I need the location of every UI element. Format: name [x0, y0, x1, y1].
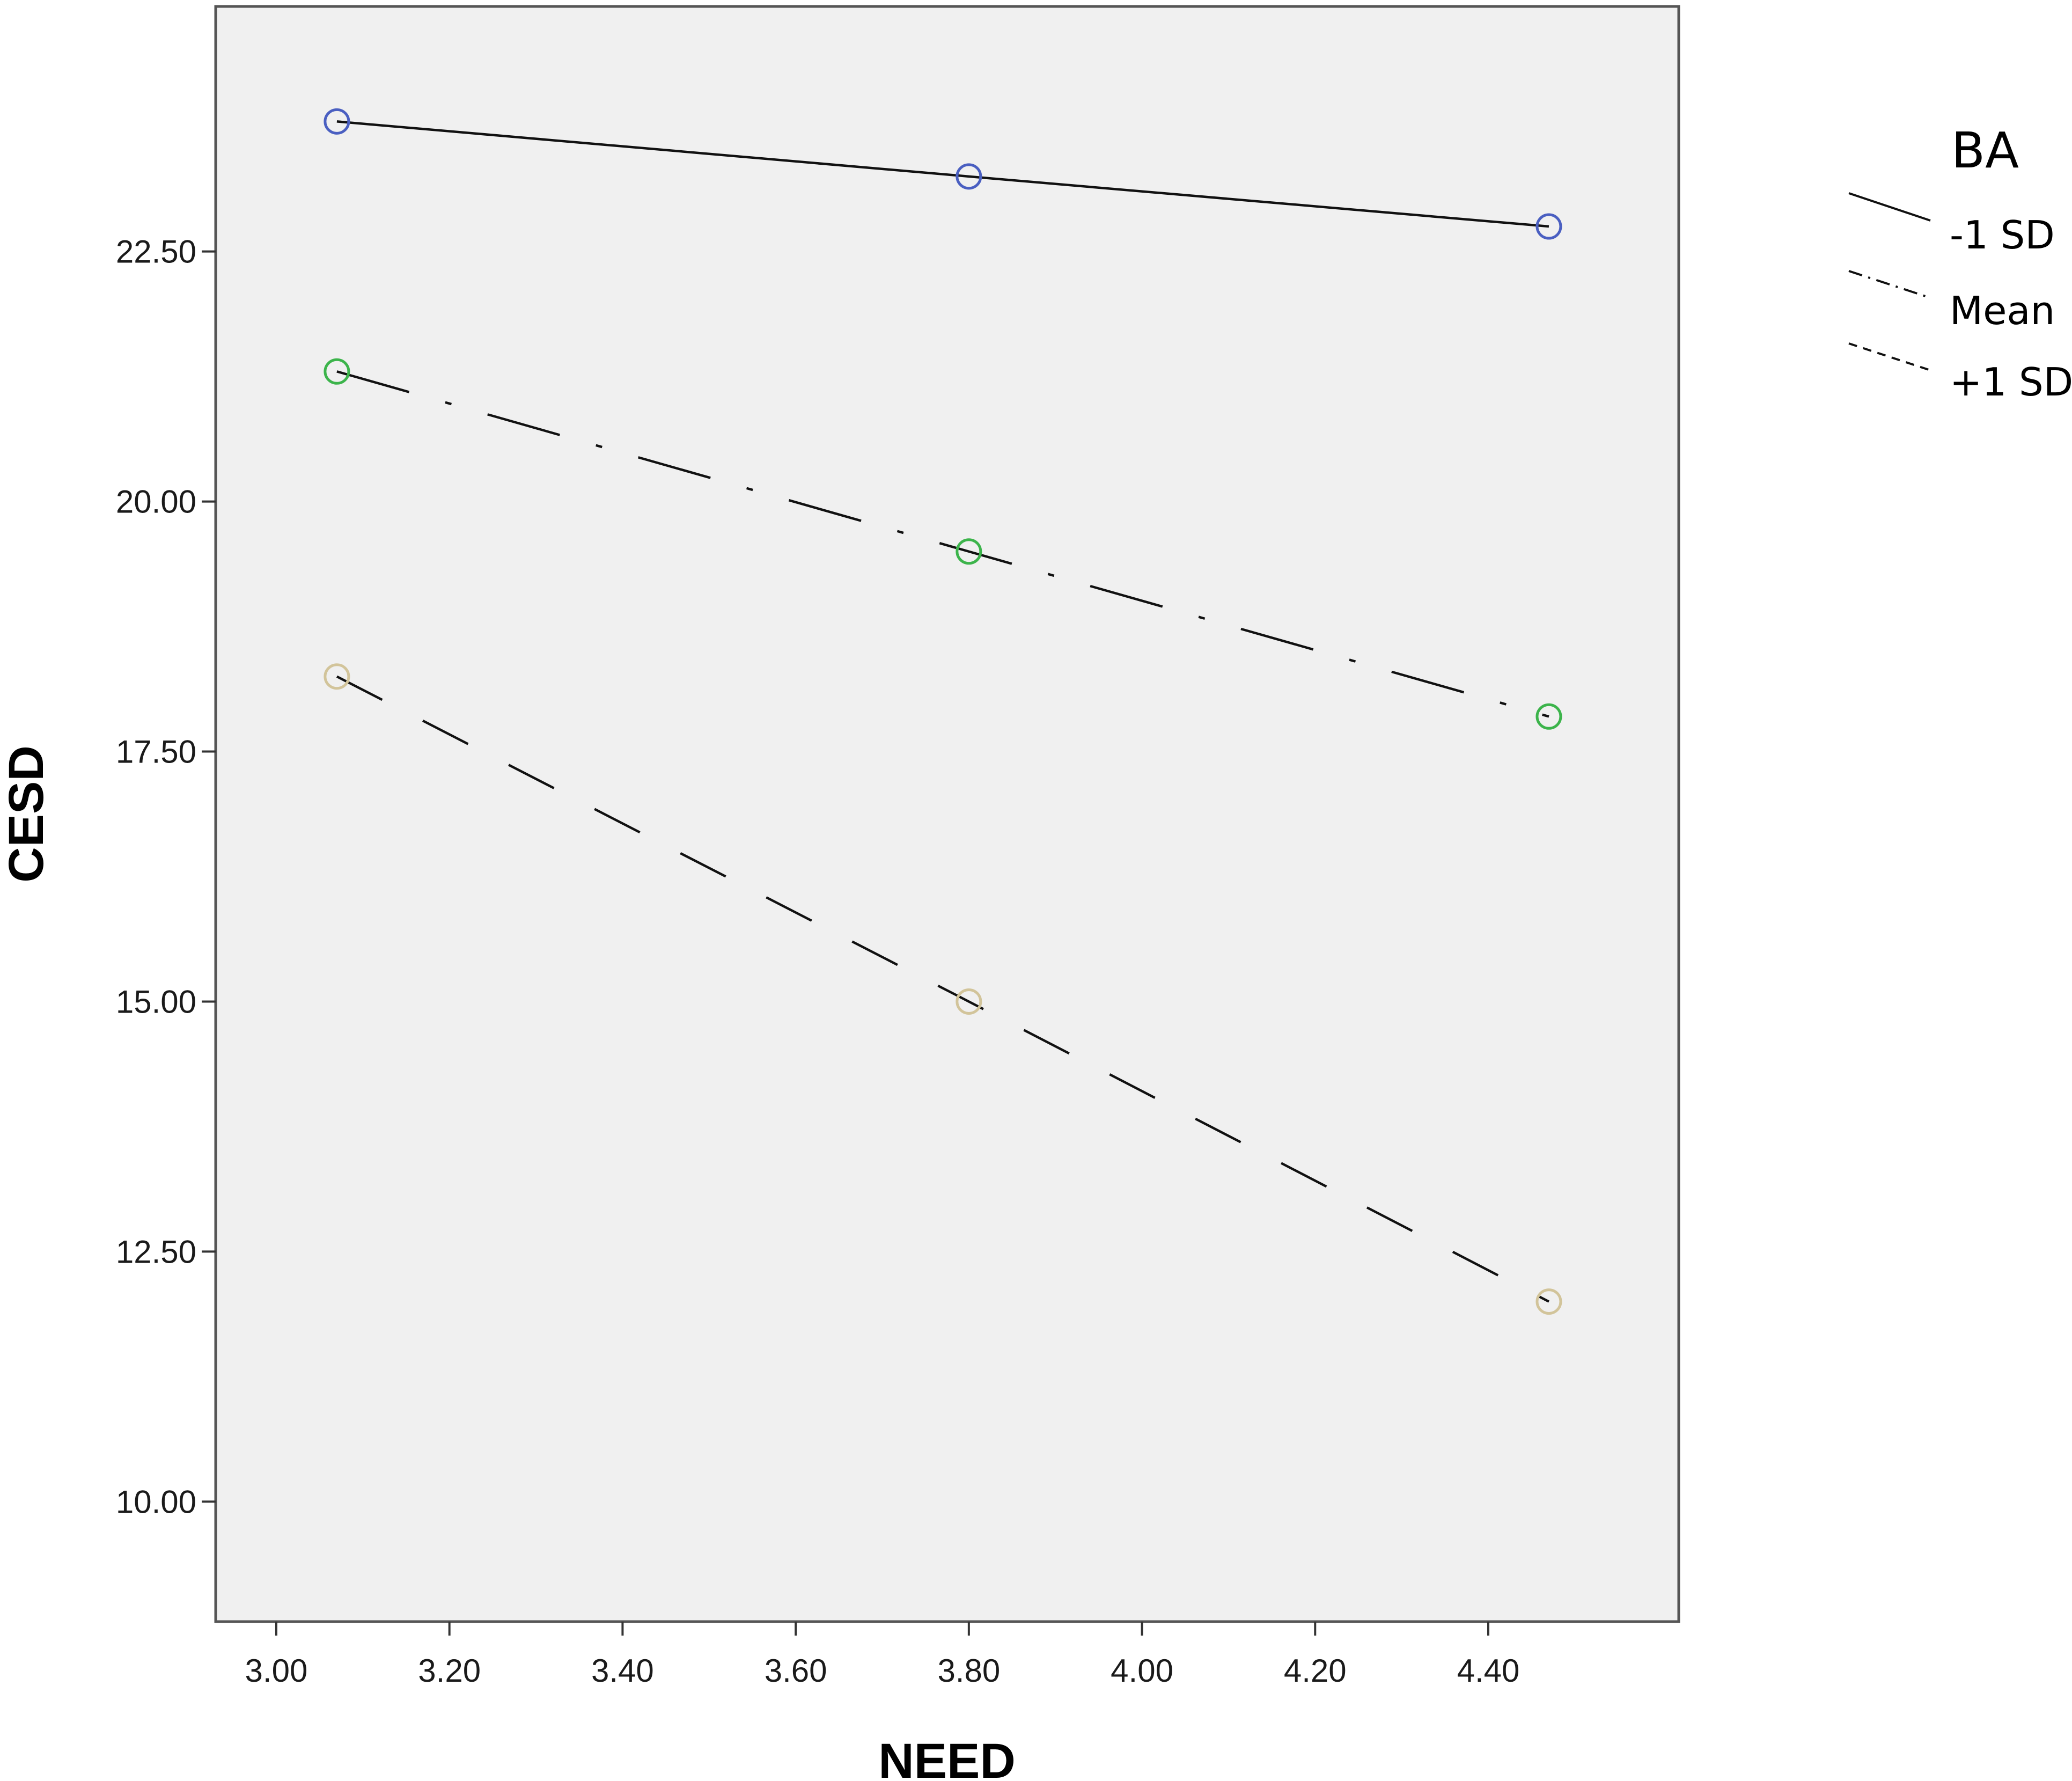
- y-axis-title: CESD: [0, 745, 54, 883]
- legend-swatch-1: [1848, 270, 1931, 299]
- x-tick-label: 3.00: [245, 1653, 308, 1689]
- series-0-point-0: [324, 108, 350, 135]
- x-tick-label: 4.00: [1111, 1653, 1173, 1689]
- x-tick-label: 3.60: [765, 1653, 827, 1689]
- series-layer: [324, 108, 1562, 1315]
- y-tick-label: 20.00: [116, 484, 196, 520]
- x-tick-label: 3.40: [591, 1653, 654, 1689]
- y-axis: 10.00 12.50 15.00 17.50 20.00 22.50: [116, 234, 216, 1520]
- y-tick-label: 12.50: [116, 1234, 196, 1270]
- series-0-point-1: [956, 163, 982, 190]
- legend-swatch-2: [1848, 342, 1931, 371]
- series-line-0: [336, 120, 1549, 228]
- legend: BA -1 SD Mean +1 SD: [1848, 122, 2072, 405]
- legend-swatch-0: [1848, 192, 1931, 222]
- x-tick-label: 3.80: [937, 1653, 1000, 1689]
- series-1-point-0: [324, 358, 350, 385]
- y-tick-label: 10.00: [116, 1484, 196, 1520]
- y-tick-label: 22.50: [116, 234, 196, 270]
- series-2-point-1: [956, 988, 982, 1015]
- y-tick-label: 17.50: [116, 734, 196, 770]
- legend-label-2: +1 SD: [1950, 360, 2072, 405]
- series-2-point-0: [324, 663, 350, 690]
- series-1-point-1: [956, 538, 982, 565]
- x-tick-label: 4.40: [1457, 1653, 1520, 1689]
- series-line-2: [336, 675, 1549, 1303]
- x-tick-label: 3.20: [418, 1653, 481, 1689]
- legend-label-0: -1 SD: [1950, 212, 2055, 258]
- plot-area: [214, 5, 1680, 1623]
- legend-title: BA: [1951, 122, 2019, 179]
- series-1-point-2: [1535, 703, 1562, 730]
- series-line-1: [336, 370, 1549, 718]
- x-axis-title: NEED: [878, 1734, 1016, 1781]
- y-tick-label: 15.00: [116, 984, 196, 1020]
- series-2-point-2: [1535, 1288, 1562, 1315]
- x-tick-label: 4.20: [1284, 1653, 1347, 1689]
- x-axis: 3.00 3.20 3.40 3.60 3.80 4.00 4.20 4.40: [245, 1622, 1520, 1689]
- series-0-point-2: [1535, 213, 1562, 240]
- legend-label-1: Mean: [1950, 288, 2055, 333]
